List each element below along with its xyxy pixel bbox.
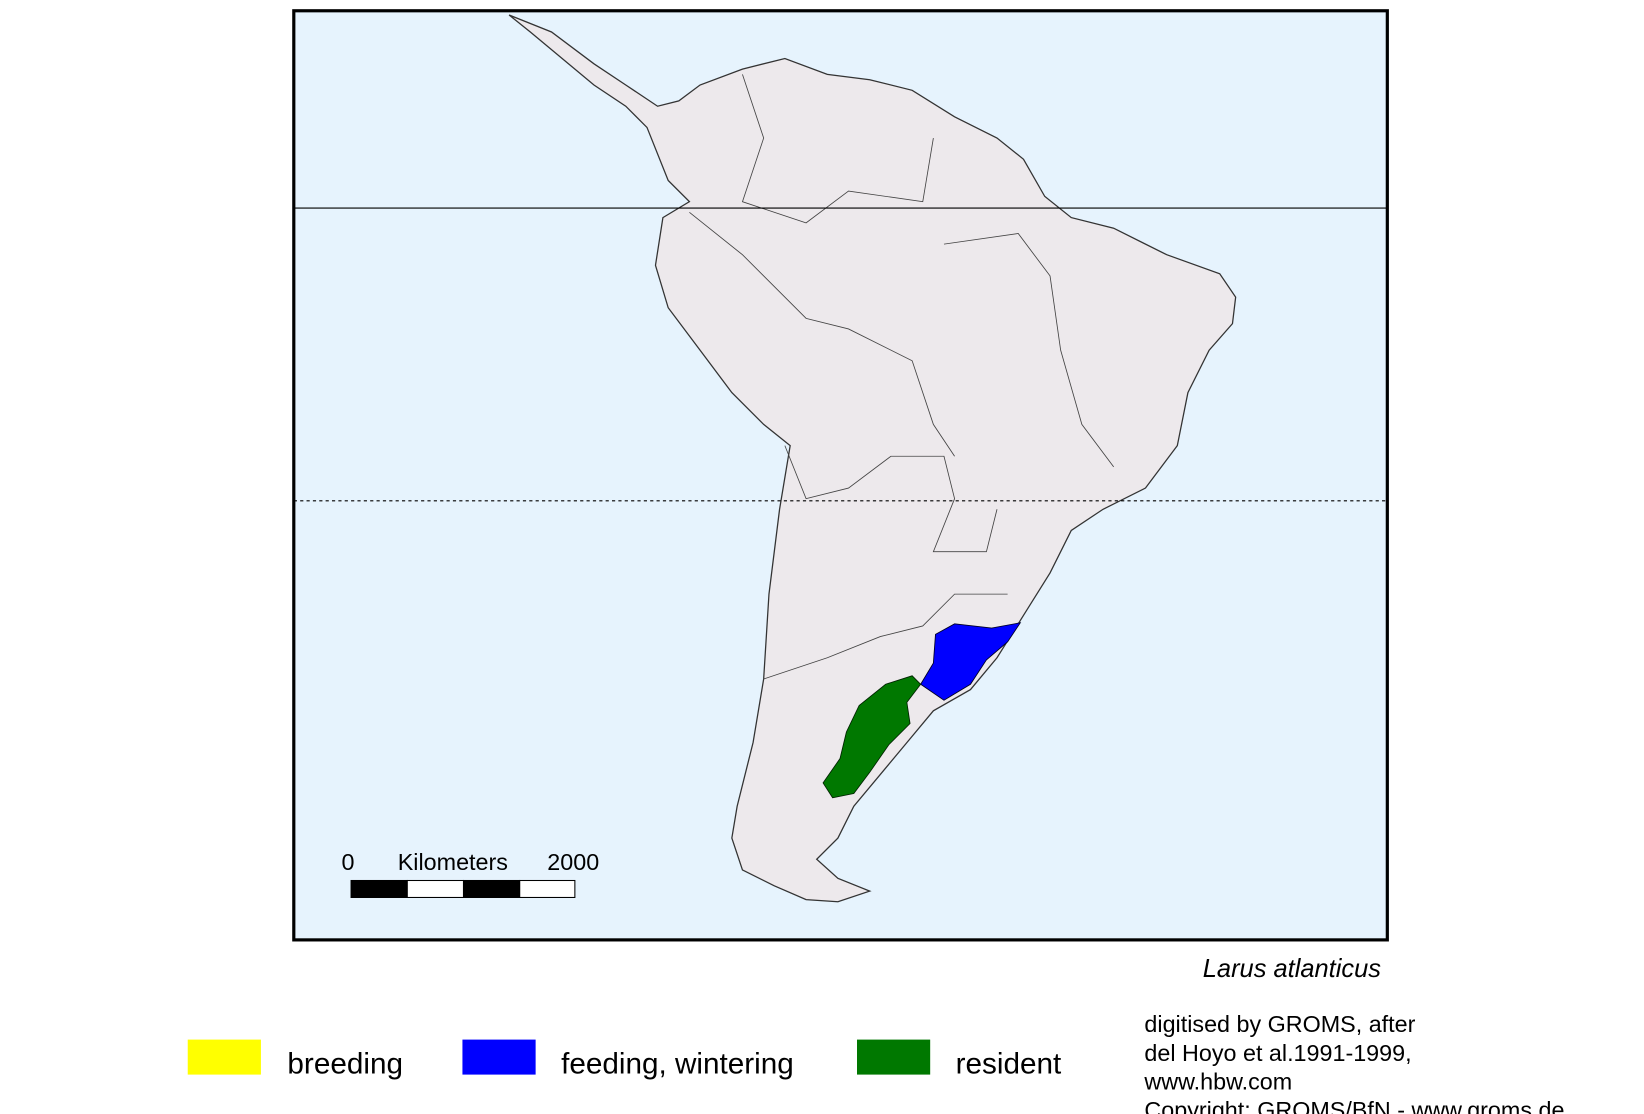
scale-start: 0 xyxy=(342,849,355,875)
legend-swatch xyxy=(187,1039,261,1075)
legend: breeding feeding, wintering resident xyxy=(187,1039,1062,1081)
credit-line: digitised by GROMS, after xyxy=(1144,1011,1415,1037)
legend-label: resident xyxy=(956,1048,1062,1081)
range-resident xyxy=(822,675,922,799)
legend-swatch xyxy=(462,1039,536,1075)
credit-line: Copyright: GROMS/BfN - www.groms.de xyxy=(1144,1097,1564,1114)
borders xyxy=(689,74,1115,680)
continent xyxy=(508,14,1237,903)
scale-unit: Kilometers xyxy=(398,849,508,875)
scale-bar xyxy=(350,879,576,898)
legend-label: breeding xyxy=(287,1048,403,1081)
scale-end: 2000 xyxy=(547,849,599,875)
credits: digitised by GROMS, after del Hoyo et al.… xyxy=(1143,1011,1564,1114)
legend-label: feeding, wintering xyxy=(561,1048,794,1081)
species-name: Larus atlanticus xyxy=(1203,955,1381,983)
credit-line: www.hbw.com xyxy=(1143,1068,1292,1094)
credit-line: del Hoyo et al.1991-1999, xyxy=(1144,1040,1411,1066)
range-feeding xyxy=(920,622,1022,701)
legend-swatch xyxy=(857,1039,931,1075)
